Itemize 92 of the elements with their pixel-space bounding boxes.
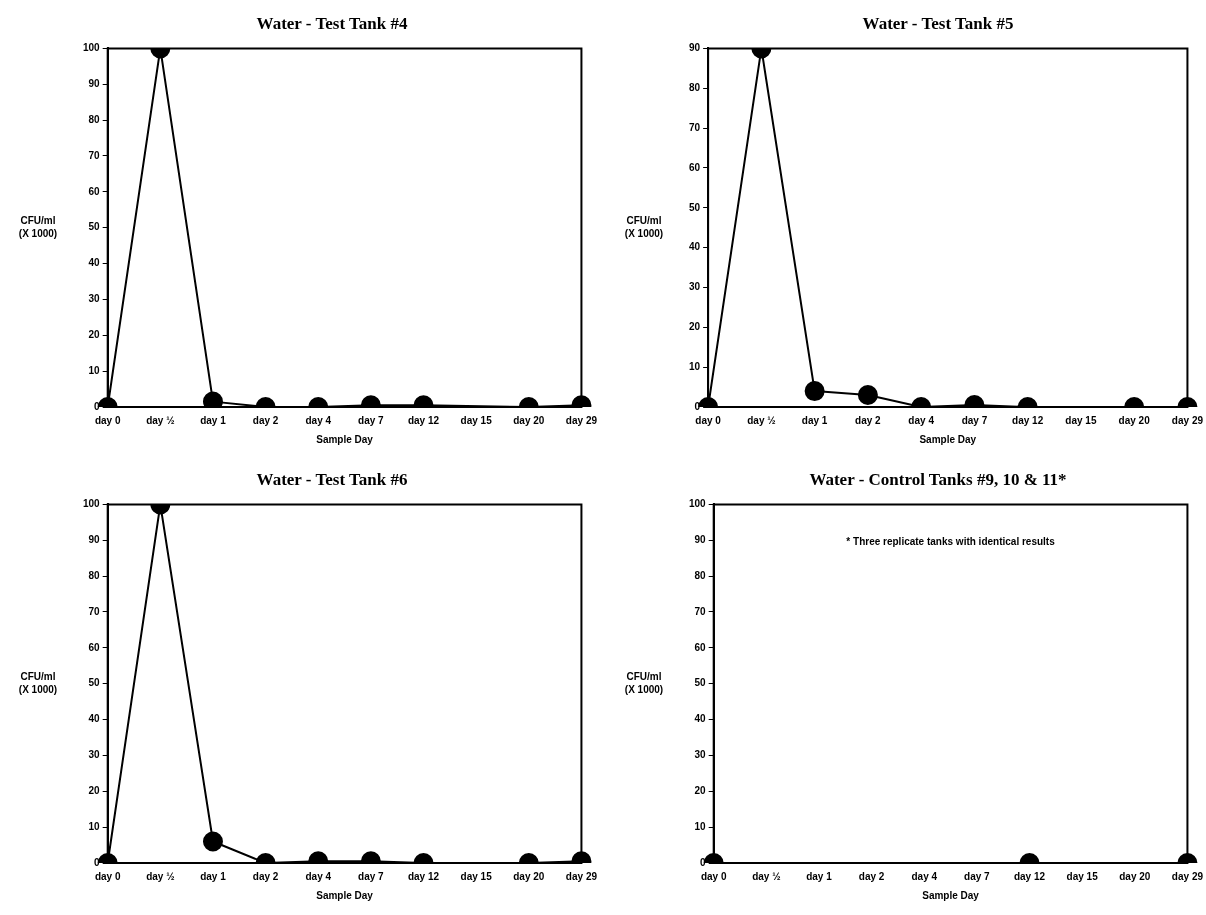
y-tick-label: 80 [88, 569, 101, 581]
x-tick-label: day 2 [855, 414, 882, 426]
x-axis-title: Sample Day [922, 889, 980, 901]
x-axis-title: Sample Day [316, 433, 374, 445]
x-tick-label: day 15 [1065, 414, 1097, 426]
x-tick-label: day 29 [1171, 414, 1204, 426]
x-tick-label: day 0 [94, 870, 121, 882]
x-tick-label: day 2 [252, 870, 279, 882]
x-tick-label: day 29 [1171, 870, 1204, 882]
y-tick-label: 80 [689, 81, 701, 93]
x-tick-label: day 20 [1118, 414, 1151, 426]
y-tick-label: 70 [689, 121, 701, 133]
y-tick-label: 100 [689, 498, 707, 510]
y-tick-label: 20 [88, 785, 101, 797]
x-tick-label: day ½ [752, 870, 781, 882]
y-tick-label: 30 [88, 293, 101, 305]
x-tick-label: day 4 [911, 870, 938, 882]
x-tick-label: day 1 [801, 414, 828, 426]
x-tick-label: day 29 [565, 870, 598, 882]
x-axis-title: Sample Day [919, 433, 977, 445]
x-tick-label: day 4 [305, 414, 332, 426]
y-tick-label: 60 [694, 641, 707, 653]
x-tick-label: day 4 [908, 414, 935, 426]
x-tick-label: day 7 [358, 414, 385, 426]
x-tick-label: day 29 [565, 414, 598, 426]
y-tick-label: 20 [694, 785, 707, 797]
annotation: * Three replicate tanks with identical results [846, 536, 1056, 548]
x-tick-label: day ½ [146, 870, 175, 882]
x-tick-label: day 12 [407, 870, 440, 882]
x-tick-label: day 2 [252, 414, 279, 426]
y-tick-label: 10 [88, 820, 101, 832]
x-tick-label: day 15 [460, 414, 493, 426]
y-tick-label: 60 [88, 185, 101, 197]
x-tick-label: day 15 [460, 870, 493, 882]
y-tick-label: 50 [88, 677, 101, 689]
y-tick-label: 90 [689, 42, 701, 54]
x-tick-label: day 12 [1012, 414, 1044, 426]
y-axis-title: CFU/ml (X 1000) [624, 214, 664, 239]
x-tick-label: day 0 [695, 414, 722, 426]
y-tick-label: 70 [88, 149, 101, 161]
x-tick-label: day 7 [961, 414, 988, 426]
y-tick-label: 10 [88, 364, 101, 376]
y-tick-label: 20 [689, 321, 701, 333]
y-tick-label: 60 [689, 161, 701, 173]
y-tick-label: 90 [694, 534, 707, 546]
y-tick-label: 50 [694, 677, 707, 689]
y-tick-label: 20 [88, 329, 101, 341]
x-tick-label: day ½ [747, 414, 776, 426]
x-tick-label: day 2 [858, 870, 885, 882]
chart-title: Water - Test Tank #6 [256, 469, 408, 489]
y-tick-label: 40 [689, 241, 701, 253]
x-tick-label: day 20 [513, 870, 545, 882]
x-tick-label: day 15 [1066, 870, 1099, 882]
y-tick-label: 30 [88, 749, 101, 761]
x-tick-label: day 12 [407, 414, 440, 426]
y-tick-label: 40 [694, 713, 707, 725]
y-tick-label: 30 [689, 281, 701, 293]
y-tick-label: 100 [83, 498, 101, 510]
x-axis-title: Sample Day [316, 889, 374, 901]
x-tick-label: day 0 [700, 870, 727, 882]
x-tick-label: day 4 [305, 870, 332, 882]
x-tick-label: day 1 [200, 414, 227, 426]
x-tick-label: day 7 [358, 870, 385, 882]
y-tick-label: 100 [83, 42, 101, 54]
y-tick-label: 10 [689, 360, 701, 372]
x-tick-label: day 1 [806, 870, 833, 882]
x-tick-label: day 20 [1119, 870, 1151, 882]
y-tick-label: 50 [88, 221, 101, 233]
y-tick-label: 40 [88, 713, 101, 725]
y-tick-label: 80 [88, 113, 101, 125]
y-tick-label: 80 [694, 569, 707, 581]
x-tick-label: day 7 [964, 870, 991, 882]
chart-title: Water - Control Tanks #9, 10 & 11* [809, 469, 1067, 489]
x-tick-label: day 12 [1013, 870, 1046, 882]
y-axis-title: CFU/ml (X 1000) [624, 670, 664, 695]
y-tick-label: 70 [88, 605, 101, 617]
y-tick-label: 70 [694, 605, 707, 617]
y-tick-label: 10 [694, 820, 707, 832]
y-axis-title: CFU/ml (X 1000) [18, 670, 58, 695]
x-tick-label: day ½ [146, 414, 175, 426]
y-tick-label: 60 [88, 641, 101, 653]
y-tick-label: 50 [689, 201, 701, 213]
y-tick-label: 30 [694, 749, 707, 761]
y-tick-label: 40 [88, 257, 101, 269]
y-tick-label: 90 [88, 534, 101, 546]
y-axis-title: CFU/ml (X 1000) [18, 214, 58, 239]
chart-title: Water - Test Tank #5 [862, 13, 1014, 33]
x-tick-label: day 0 [94, 414, 121, 426]
y-tick-label: 90 [88, 78, 101, 90]
x-tick-label: day 20 [513, 414, 545, 426]
chart-title: Water - Test Tank #4 [256, 13, 408, 33]
x-tick-label: day 1 [200, 870, 227, 882]
